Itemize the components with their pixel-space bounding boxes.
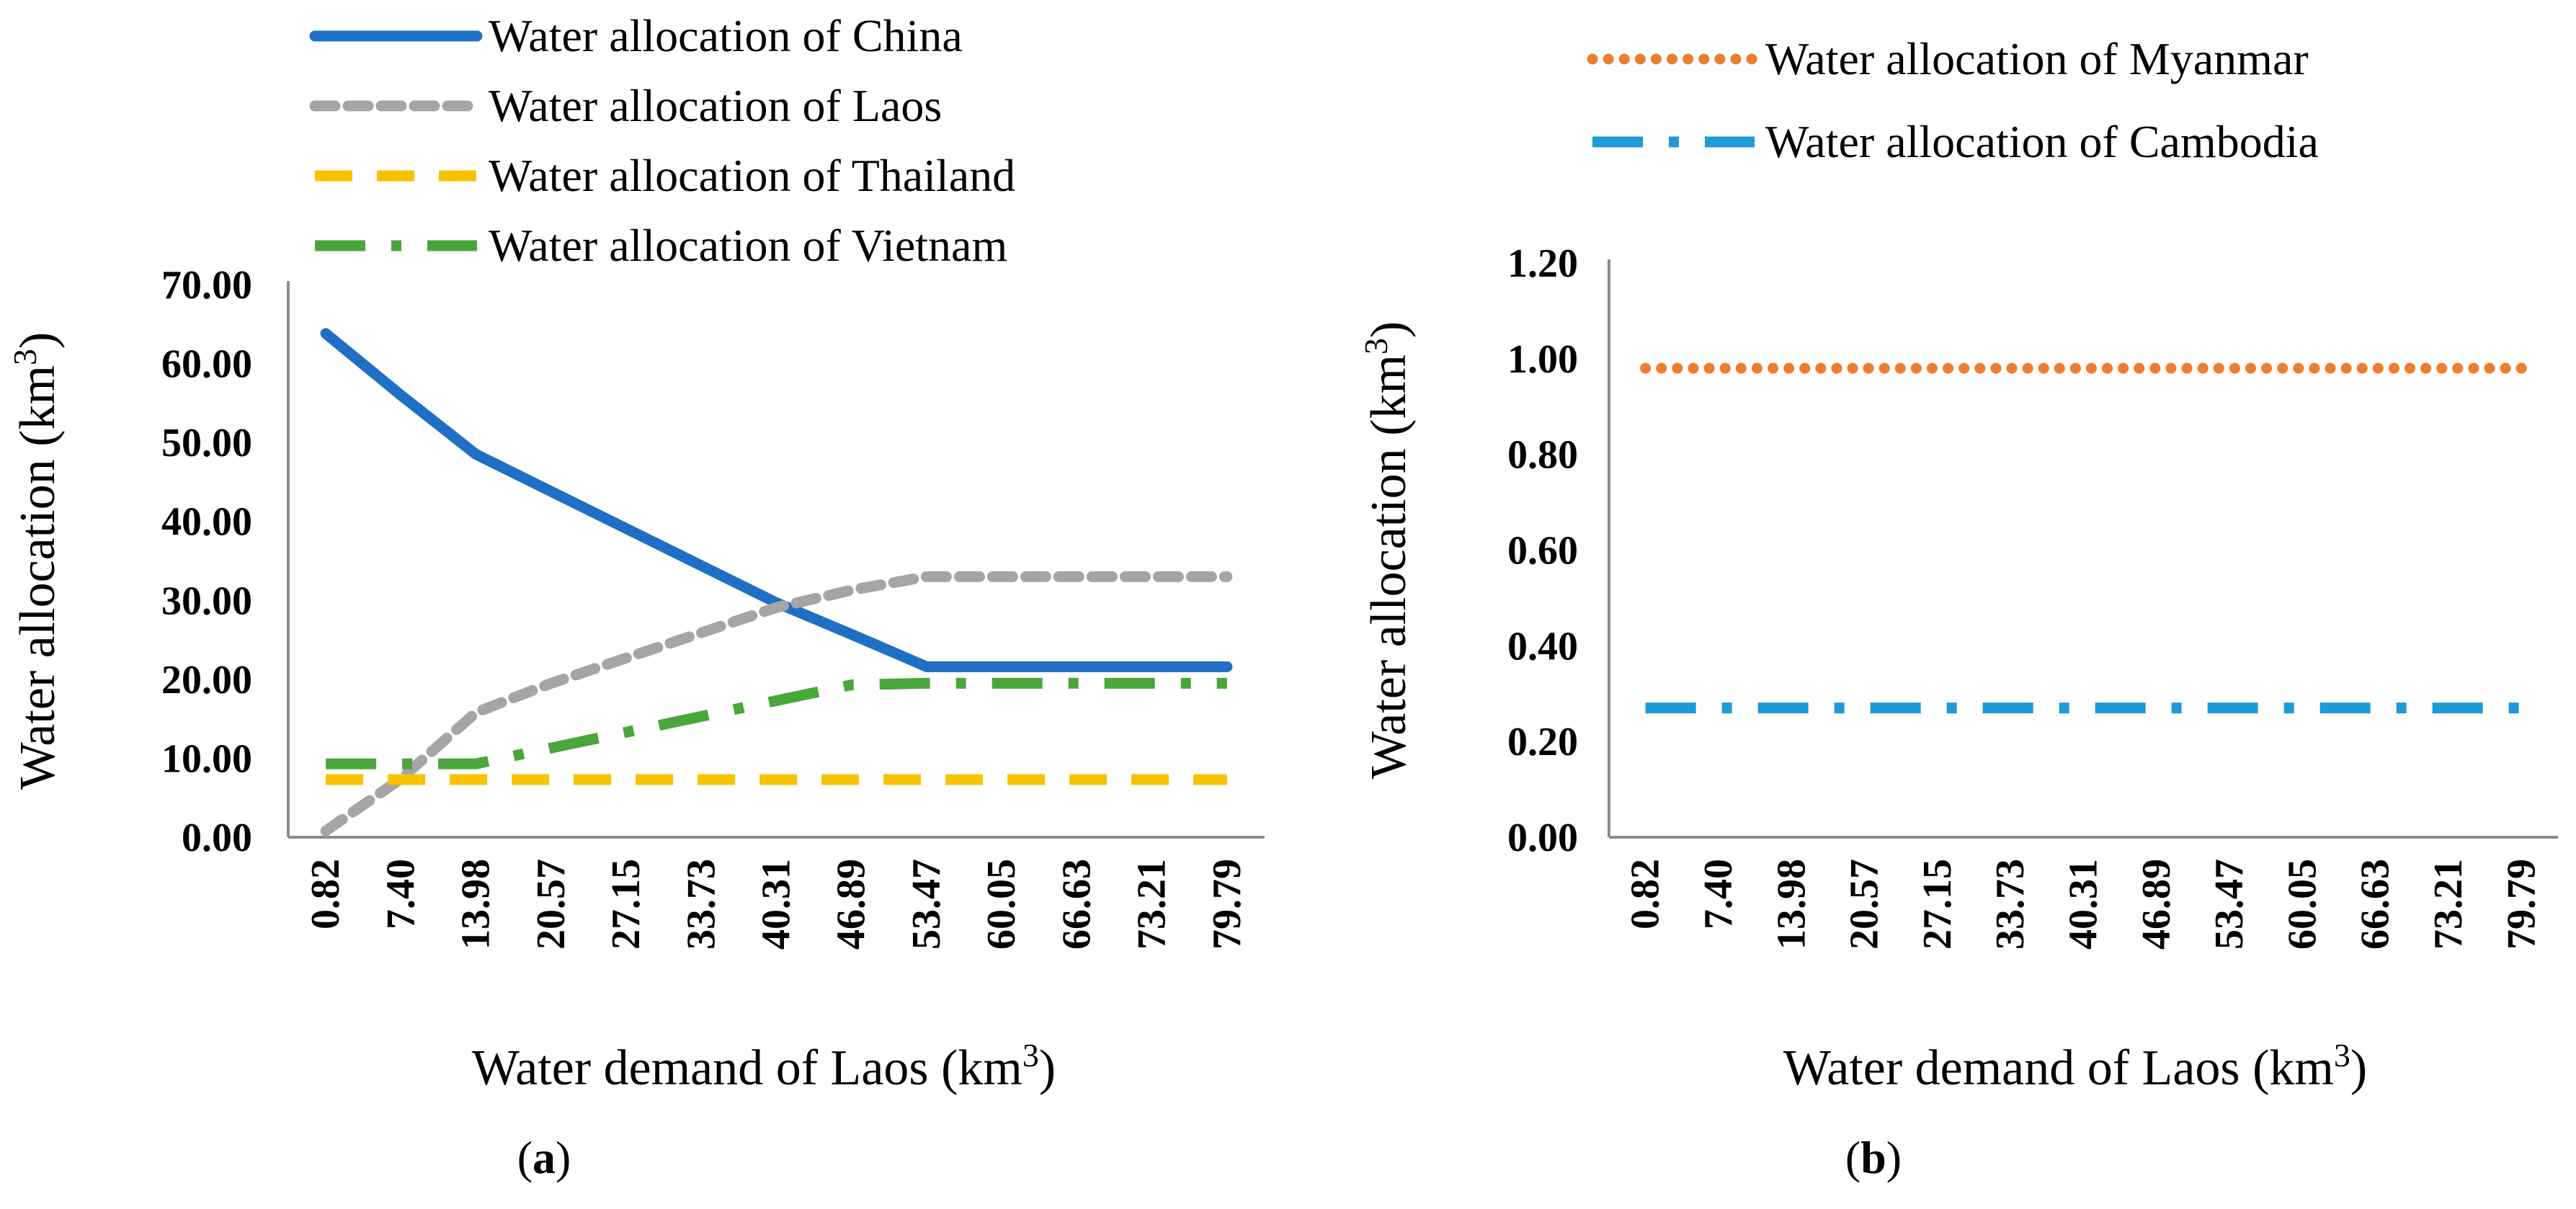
- panel-b-x-tick-label: 46.89: [2134, 859, 2179, 950]
- panel-a-legend-label-0: Water allocation of China: [489, 10, 963, 61]
- panel-label-open: (: [1845, 1132, 1860, 1183]
- panel-a-legend-label-2: Water allocation of Thailand: [489, 150, 1015, 201]
- panel-b-x-tick-label: 33.73: [1988, 859, 2033, 950]
- panel-b-x-tick-label: 73.21: [2426, 859, 2471, 950]
- panel-a-series-line-1: [320, 571, 1233, 837]
- panel-b-y-tick-label: 0.20: [1507, 720, 1578, 764]
- panel-b-x-tick-label: 53.47: [2207, 859, 2252, 950]
- y-axis-title-text: Water allocation (km: [10, 365, 66, 790]
- y-axis-title-superscript: 3: [6, 349, 43, 365]
- panel-a-x-tick-label: 7.40: [378, 859, 423, 929]
- panel-a-x-tick-label: 66.63: [1054, 859, 1099, 950]
- x-axis-title-close: ): [1039, 1040, 1056, 1096]
- panel-a-x-tick-label: 0.82: [303, 859, 348, 929]
- panel-label-open: (: [517, 1132, 532, 1183]
- panel-a-y-tick-label: 40.00: [161, 500, 252, 545]
- panel-b-y-tick-label: 0.60: [1507, 529, 1578, 574]
- panel-b-x-tick-label: 66.63: [2353, 859, 2398, 950]
- panel-a-y-tick-label: 20.00: [161, 658, 252, 702]
- y-axis-title-text: Water allocation (km: [1361, 354, 1417, 779]
- panel-b-panel-label: (b): [1845, 1132, 1902, 1183]
- panel-b-y-tick-label: 0.40: [1507, 624, 1578, 669]
- panel-b-x-axis-title: Water demand of Laos (km3): [1783, 1037, 2367, 1097]
- panel-b-x-tick-label: 27.15: [1915, 859, 1960, 950]
- panel-b-x-tick-label: 0.82: [1623, 859, 1668, 929]
- panel-label-letter: a: [532, 1132, 556, 1183]
- panel-a-x-tick-label: 40.31: [754, 859, 799, 950]
- x-axis-title-close: ): [2350, 1040, 2367, 1096]
- panel-b-x-tick-label: 7.40: [1696, 859, 1741, 929]
- x-axis-title-text: Water demand of Laos (km: [472, 1040, 1022, 1096]
- panel-a-x-axis-title: Water demand of Laos (km3): [472, 1037, 1056, 1097]
- panel-b-legend-label-0: Water allocation of Myanmar: [1765, 33, 2309, 84]
- x-axis-title-superscript: 3: [1022, 1037, 1039, 1074]
- panel-a-x-tick-label: 33.73: [679, 859, 723, 950]
- panel-a-y-axis-title: Water allocation (km3): [6, 332, 66, 790]
- panel-b-y-tick-label: 1.20: [1507, 241, 1578, 286]
- panel-b-x-tick-label: 79.79: [2499, 859, 2544, 950]
- chart-panel-a: 0.00 10.00 20.00 30.00 40.00 50.00 60.00 70.00 0…: [6, 10, 1265, 1183]
- panel-a-y-tick-label: 0.00: [182, 816, 252, 860]
- panel-a-x-tick-label: 20.57: [529, 859, 574, 950]
- panel-label-close: ): [1886, 1132, 1902, 1183]
- panel-b-x-tick-label: 60.05: [2280, 859, 2325, 950]
- panel-a-x-tick-label: 46.89: [829, 859, 874, 950]
- panel-a-x-tick-label: 73.21: [1130, 859, 1175, 950]
- panel-b-y-tick-label: 0.80: [1507, 433, 1578, 478]
- y-axis-title-close: ): [1361, 321, 1417, 338]
- panel-b-y-tick-label: 1.00: [1507, 337, 1578, 382]
- panel-b-x-tick-label: 40.31: [2062, 859, 2106, 950]
- panel-a-x-tick-label: 60.05: [979, 859, 1024, 950]
- panel-label-close: ): [556, 1132, 571, 1183]
- panel-label-letter: b: [1860, 1132, 1886, 1183]
- x-axis-title-text: Water demand of Laos (km: [1783, 1040, 2334, 1096]
- y-axis-title-close: ): [10, 332, 66, 349]
- panel-a-legend-label-1: Water allocation of Laos: [489, 80, 942, 131]
- panel-a-y-tick-label: 70.00: [161, 263, 252, 308]
- panel-a-y-tick-label: 60.00: [161, 342, 252, 387]
- panel-a-legend-label-3: Water allocation of Vietnam: [489, 220, 1007, 271]
- panel-a-x-tick-label: 13.98: [454, 859, 499, 950]
- panel-a-y-tick-label: 10.00: [161, 736, 252, 781]
- panel-a-panel-label: (a): [517, 1132, 571, 1183]
- panel-a-series-line-3: [326, 677, 1227, 769]
- panel-a-x-tick-label: 79.79: [1205, 859, 1249, 950]
- panel-a-x-tick-label: 53.47: [904, 859, 949, 950]
- y-axis-title-superscript: 3: [1358, 338, 1394, 354]
- x-axis-title-superscript: 3: [2334, 1037, 2350, 1074]
- chart-panel-b: 0.00 0.20 0.40 0.60 0.80 1.00 1.20 0.82 7.40 13.9…: [1358, 33, 2558, 1183]
- panel-a-series-line-0: [320, 328, 1233, 672]
- panel-a-x-tick-label: 27.15: [604, 859, 649, 950]
- panel-a-y-tick-label: 50.00: [161, 421, 252, 465]
- panel-b-x-tick-label: 13.98: [1769, 859, 1814, 950]
- panel-b-x-tick-label: 20.57: [1842, 859, 1887, 950]
- panel-b-legend-label-1: Water allocation of Cambodia: [1765, 116, 2319, 167]
- panel-b-y-axis-title: Water allocation (km3): [1358, 321, 1417, 779]
- panel-a-y-tick-label: 30.00: [161, 579, 252, 623]
- panel-b-y-tick-label: 0.00: [1507, 816, 1578, 860]
